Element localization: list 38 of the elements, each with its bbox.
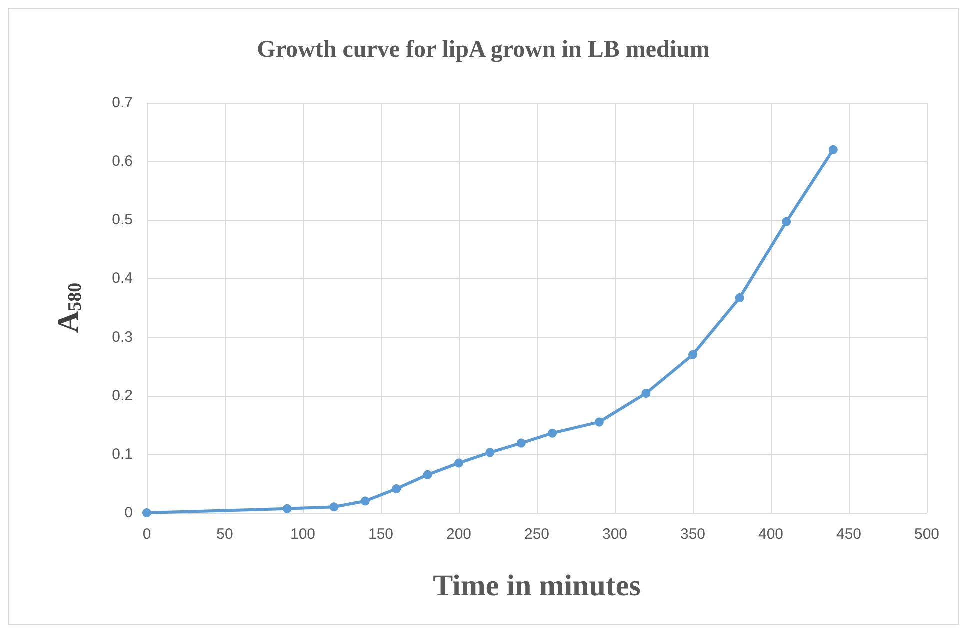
x-tick-label: 200	[446, 526, 472, 543]
x-tick-label: 250	[524, 526, 550, 543]
x-tick-label: 400	[758, 526, 784, 543]
y-tick-label: 0.3	[112, 328, 133, 346]
chart-title: Growth curve for lipA grown in LB medium	[257, 37, 710, 63]
point	[142, 508, 152, 518]
point	[423, 470, 432, 480]
point	[548, 428, 558, 438]
point	[828, 145, 838, 154]
point	[735, 294, 744, 303]
point	[454, 458, 464, 468]
y-tick-label: 0.6	[112, 153, 133, 170]
point	[360, 496, 370, 506]
point	[688, 350, 698, 360]
y-tick-label: 0.1	[112, 446, 133, 463]
point	[392, 484, 402, 494]
x-tick-label: 350	[680, 526, 706, 543]
point	[282, 504, 292, 514]
x-tick-label: 450	[836, 526, 862, 543]
point	[516, 438, 526, 448]
x-tick-label: 150	[368, 526, 394, 543]
y-tick-label: 0	[124, 504, 133, 522]
y-tick-label: 0.7	[112, 94, 133, 112]
point	[594, 418, 604, 427]
x-axis-title: Time in minutes	[433, 570, 641, 602]
x-tick-label: 0	[142, 526, 152, 543]
y-tick-label: 0.5	[112, 212, 133, 229]
point	[486, 448, 495, 458]
x-tick-label: 50	[216, 526, 234, 543]
point	[330, 502, 339, 512]
x-tick-label: 100	[290, 526, 316, 543]
point	[642, 389, 651, 398]
x-tick-label: 300	[602, 526, 628, 543]
y-axis-title: A580	[52, 282, 86, 334]
x-tick-label: 500	[914, 526, 940, 543]
point	[782, 217, 792, 226]
y-tick-label: 0.2	[112, 387, 133, 404]
y-tick-label: 0.4	[112, 270, 133, 288]
